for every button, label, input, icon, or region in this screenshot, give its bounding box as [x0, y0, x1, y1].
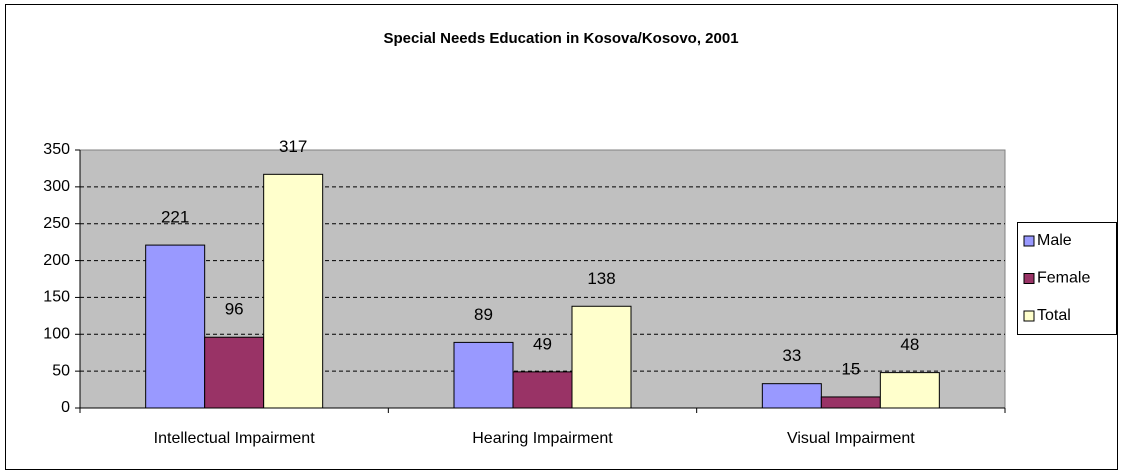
bar: [453, 341, 514, 409]
bar: [820, 396, 881, 409]
chart-title: Special Needs Education in Kosova/Kosovo…: [383, 30, 738, 47]
legend-swatch: [1023, 273, 1035, 284]
legend-label: Total: [1037, 307, 1071, 324]
y-tick-label: 50: [52, 362, 70, 379]
value-label: 89: [474, 305, 493, 324]
value-label: 48: [900, 335, 919, 354]
bar: [571, 305, 632, 409]
bar: [879, 372, 940, 409]
y-tick-label: 0: [61, 399, 70, 416]
legend-swatch: [1023, 310, 1035, 322]
value-label: 96: [225, 300, 244, 319]
y-tick-label: 150: [43, 289, 70, 306]
x-tick-label: Visual Impairment: [787, 430, 915, 447]
y-tick-label: 250: [43, 215, 70, 232]
bar: [512, 371, 573, 409]
x-tick-label: Hearing Impairment: [472, 430, 613, 447]
value-label: 317: [279, 137, 307, 156]
legend-swatch: [1023, 235, 1035, 247]
y-tick-label: 200: [43, 252, 70, 269]
bar: [263, 173, 324, 409]
bar: [145, 244, 206, 409]
value-label: 33: [782, 346, 801, 365]
y-tick-label: 300: [43, 178, 70, 195]
value-label: 15: [841, 359, 860, 378]
value-label: 221: [161, 208, 189, 227]
y-tick-label: 100: [43, 326, 70, 343]
bar: [204, 336, 265, 409]
legend-label: Male: [1037, 232, 1072, 249]
y-tick-label: 350: [43, 141, 70, 158]
legend-label: Female: [1037, 270, 1090, 287]
value-label: 138: [587, 269, 615, 288]
x-tick-label: Intellectual Impairment: [154, 430, 316, 447]
value-label: 49: [533, 334, 552, 353]
bar: [761, 383, 822, 409]
